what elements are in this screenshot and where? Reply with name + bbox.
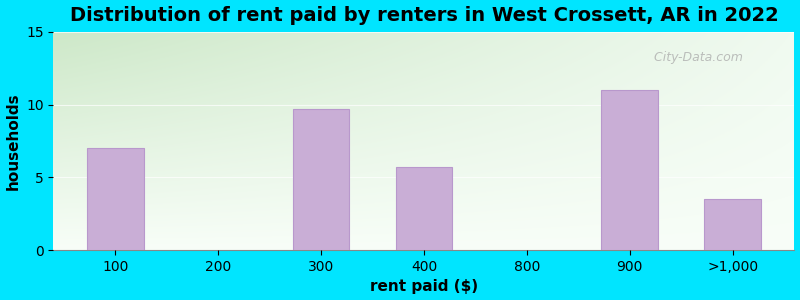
- Bar: [602, 90, 658, 250]
- Bar: [396, 167, 452, 250]
- Y-axis label: households: households: [6, 92, 21, 190]
- Title: Distribution of rent paid by renters in West Crossett, AR in 2022: Distribution of rent paid by renters in …: [70, 6, 778, 25]
- X-axis label: rent paid ($): rent paid ($): [370, 279, 478, 294]
- Text: City-Data.com: City-Data.com: [646, 51, 743, 64]
- Bar: [704, 199, 761, 250]
- Bar: [293, 109, 350, 250]
- Bar: [87, 148, 143, 250]
